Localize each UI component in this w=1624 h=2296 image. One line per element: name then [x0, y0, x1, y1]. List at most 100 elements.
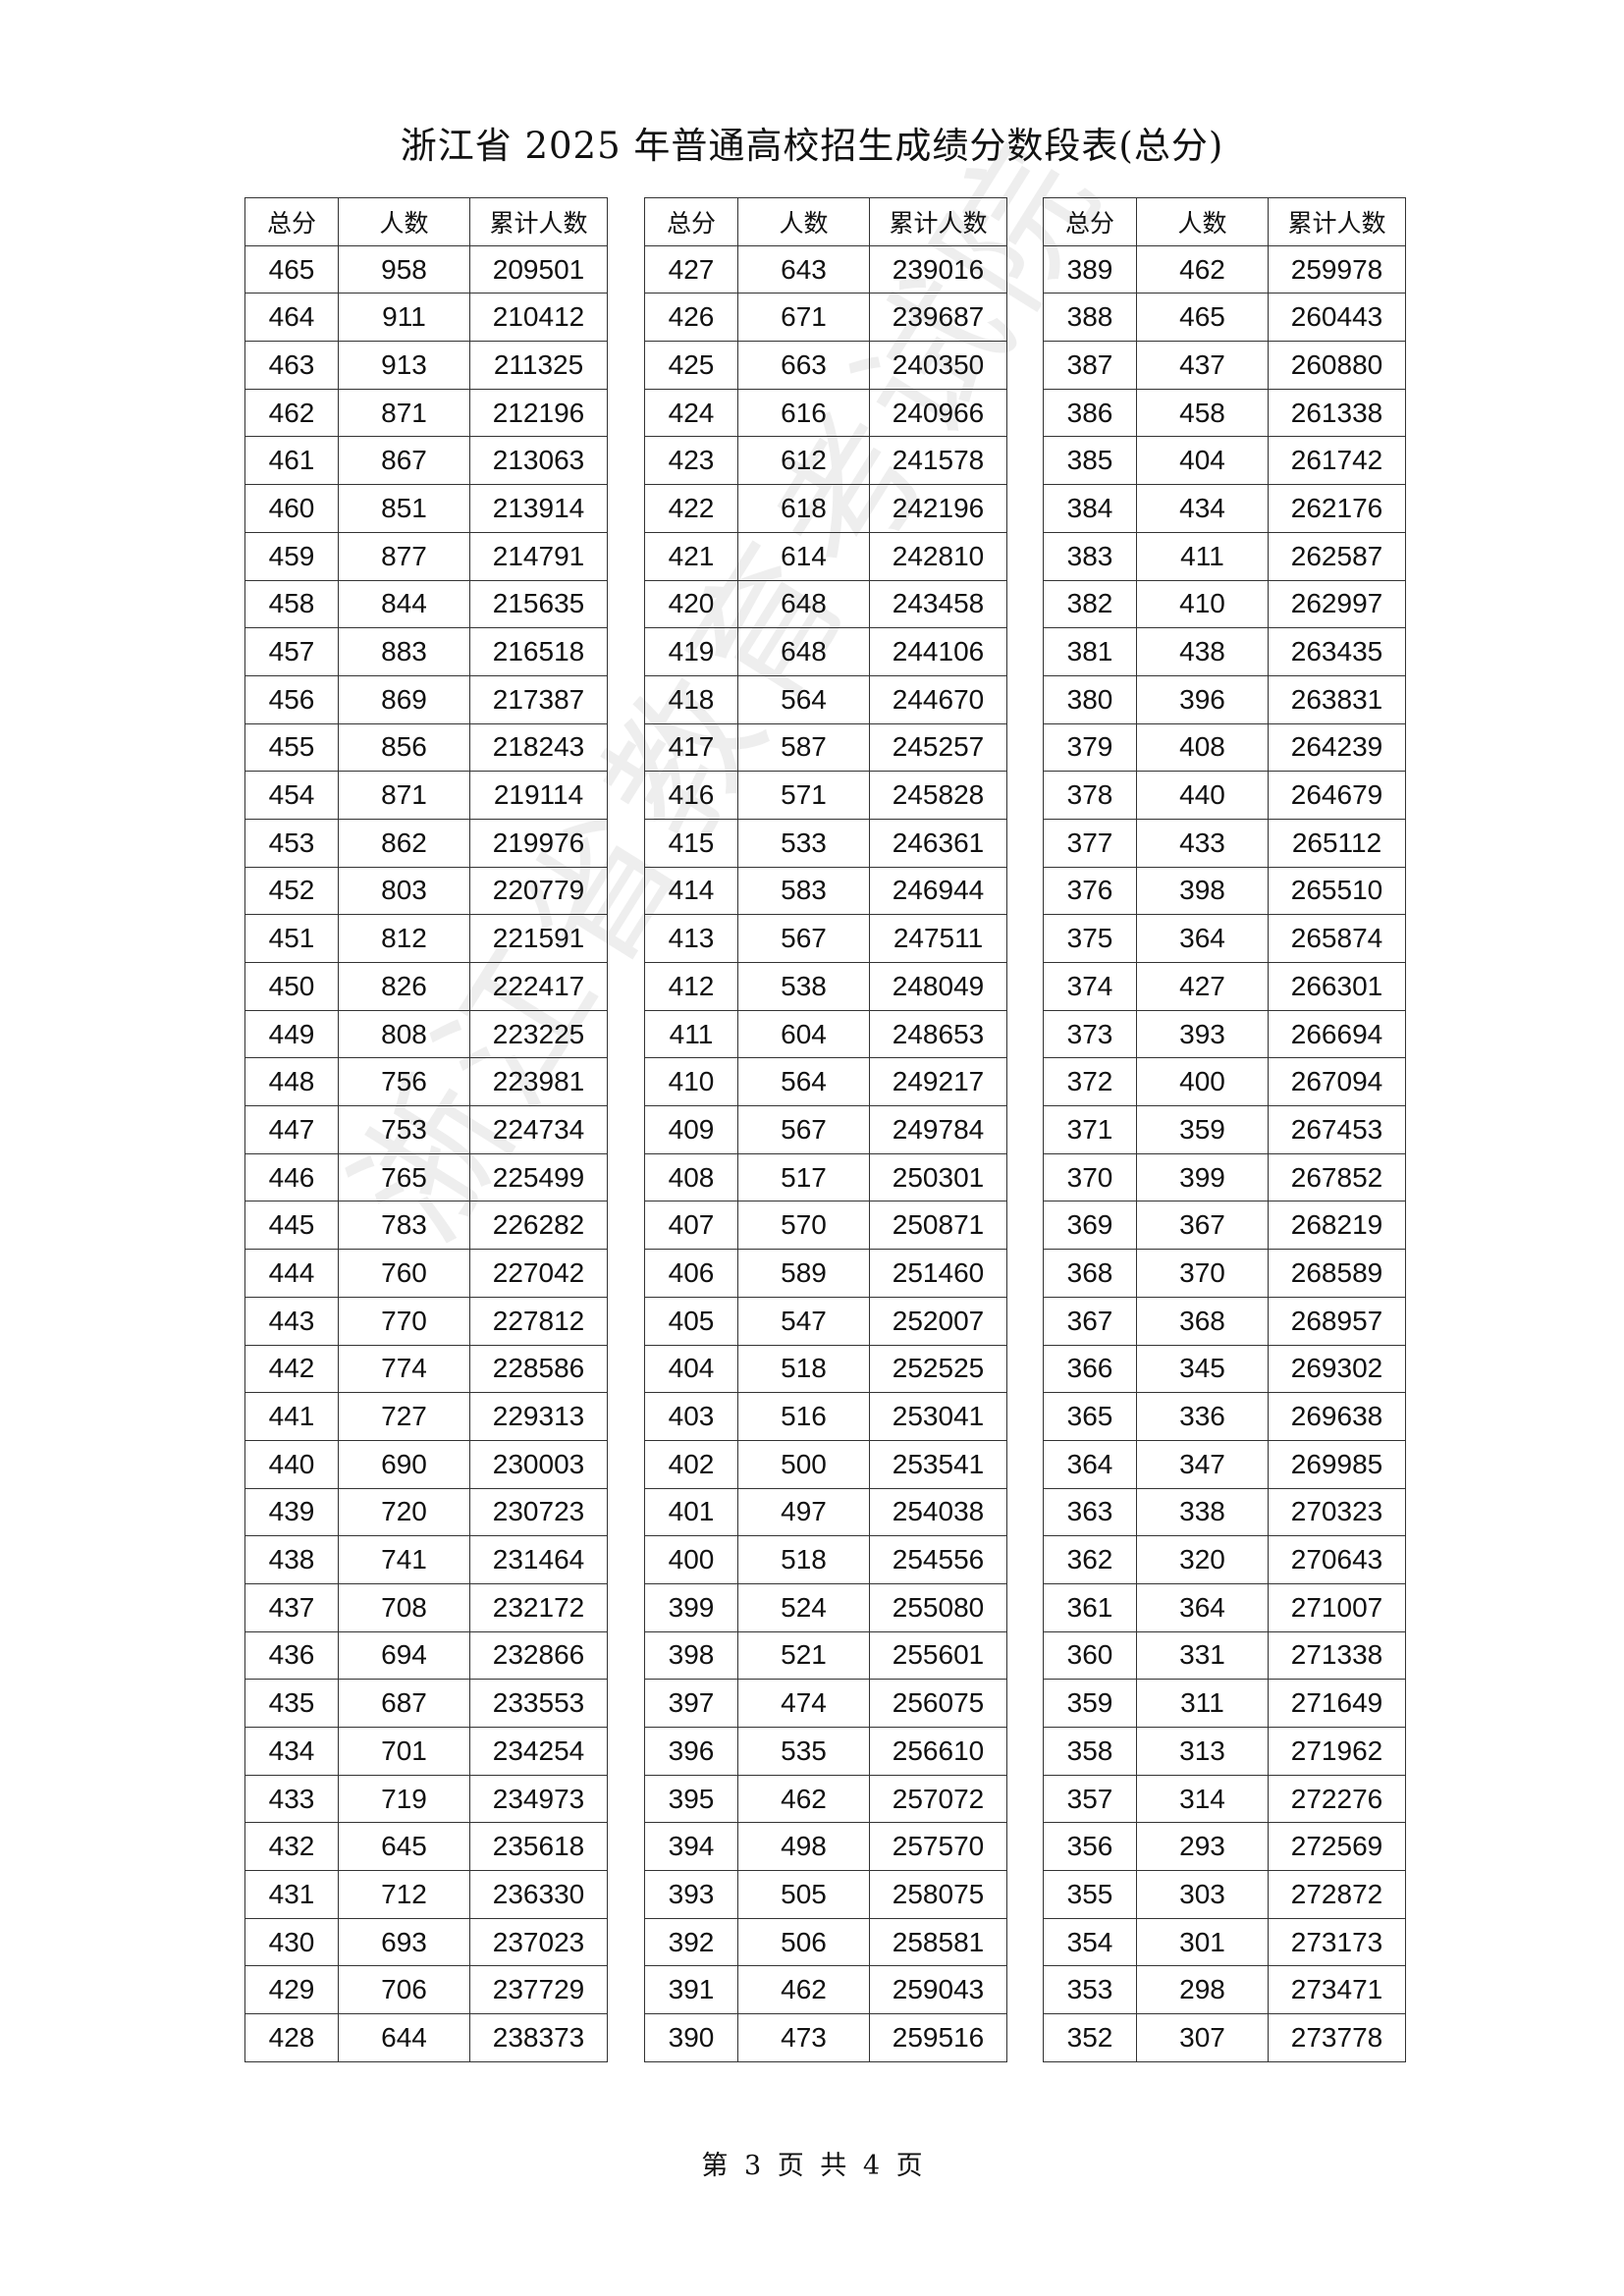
count-cell: 338 [1136, 1487, 1269, 1537]
table-row: 355 303 272872 [1043, 1870, 1406, 1919]
cumulative-cell: 263831 [1268, 674, 1406, 724]
cumulative-cell: 265510 [1268, 866, 1406, 916]
count-cell: 301 [1136, 1917, 1269, 1967]
count-cell: 547 [737, 1296, 870, 1346]
score-cell: 438 [244, 1535, 339, 1584]
table-row: 367 368 268957 [1043, 1296, 1406, 1346]
count-cell: 465 [1136, 293, 1269, 343]
table-row: 385 404 261742 [1043, 436, 1406, 486]
count-cell: 307 [1136, 2013, 1269, 2062]
table-row: 375 364 265874 [1043, 914, 1406, 963]
count-cell: 648 [737, 579, 870, 629]
table-row: 424 616 240966 [644, 388, 1007, 438]
table-row: 454 871 219114 [244, 771, 608, 820]
score-cell: 369 [1043, 1201, 1137, 1251]
count-cell: 533 [737, 818, 870, 868]
cumulative-cell: 270643 [1268, 1535, 1406, 1584]
count-cell: 567 [737, 914, 870, 963]
table-row: 395 462 257072 [644, 1774, 1007, 1824]
count-cell: 774 [338, 1344, 470, 1394]
count-cell: 433 [1136, 818, 1269, 868]
table-row: 457 883 216518 [244, 627, 608, 676]
table-row: 396 535 256610 [644, 1727, 1007, 1776]
table-row: 360 331 271338 [1043, 1630, 1406, 1681]
count-cell: 693 [338, 1917, 470, 1967]
count-cell: 427 [1136, 962, 1269, 1011]
score-cell: 356 [1043, 1822, 1137, 1872]
score-cell: 393 [644, 1870, 738, 1919]
score-cell: 376 [1043, 866, 1137, 916]
cumulative-cell: 262997 [1268, 579, 1406, 629]
table-row: 389 462 259978 [1043, 244, 1406, 294]
count-cell: 719 [338, 1774, 470, 1824]
cumulative-cell: 227812 [469, 1296, 608, 1346]
score-table-1: 总分 人数 累计人数 465 958 209501 464 911 210412 463 913 21… [244, 197, 608, 2062]
cumulative-cell: 271649 [1268, 1679, 1406, 1728]
cumulative-cell: 232172 [469, 1582, 608, 1632]
table-row: 356 293 272569 [1043, 1822, 1406, 1872]
table-row: 409 567 249784 [644, 1105, 1007, 1154]
count-cell: 505 [737, 1870, 870, 1919]
cumulative-cell: 269985 [1268, 1439, 1406, 1489]
score-cell: 362 [1043, 1535, 1137, 1584]
score-cell: 357 [1043, 1774, 1137, 1824]
table-row: 376 398 265510 [1043, 866, 1406, 916]
cumulative-cell: 249217 [869, 1057, 1007, 1107]
column-header: 总分 [244, 197, 339, 246]
table-row: 366 345 269302 [1043, 1344, 1406, 1394]
table-row: 393 505 258075 [644, 1870, 1007, 1919]
score-cell: 425 [644, 341, 738, 390]
cumulative-cell: 246361 [869, 818, 1007, 868]
count-cell: 497 [737, 1487, 870, 1537]
score-cell: 396 [644, 1727, 738, 1776]
cumulative-cell: 266694 [1268, 1009, 1406, 1059]
count-cell: 458 [1136, 388, 1269, 438]
score-cell: 439 [244, 1487, 339, 1537]
count-cell: 440 [1136, 771, 1269, 820]
score-cell: 391 [644, 1965, 738, 2015]
cumulative-cell: 219976 [469, 818, 608, 868]
cumulative-cell: 223225 [469, 1009, 608, 1059]
table-row: 364 347 269985 [1043, 1439, 1406, 1489]
table-row: 420 648 243458 [644, 579, 1007, 629]
count-cell: 462 [737, 1965, 870, 2015]
score-cell: 433 [244, 1774, 339, 1824]
count-cell: 644 [338, 2013, 470, 2062]
count-cell: 618 [737, 484, 870, 533]
count-cell: 851 [338, 484, 470, 533]
cumulative-cell: 230723 [469, 1487, 608, 1537]
count-cell: 571 [737, 771, 870, 820]
cumulative-cell: 258581 [869, 1917, 1007, 1967]
table-row: 391 462 259043 [644, 1965, 1007, 2015]
table-row: 412 538 248049 [644, 962, 1007, 1011]
score-cell: 411 [644, 1009, 738, 1059]
count-cell: 770 [338, 1296, 470, 1346]
score-cell: 403 [644, 1392, 738, 1441]
cumulative-cell: 271007 [1268, 1582, 1406, 1632]
table-row: 445 783 226282 [244, 1201, 608, 1251]
cumulative-cell: 263435 [1268, 627, 1406, 676]
count-cell: 399 [1136, 1152, 1269, 1202]
cumulative-cell: 272569 [1268, 1822, 1406, 1872]
table-row: 433 719 234973 [244, 1774, 608, 1824]
cumulative-cell: 261338 [1268, 388, 1406, 438]
count-cell: 314 [1136, 1774, 1269, 1824]
count-cell: 368 [1136, 1296, 1269, 1346]
column-header: 累计人数 [1268, 197, 1406, 246]
score-table-3: 总分 人数 累计人数 389 462 259978 388 465 260443 387 437 26… [1043, 197, 1406, 2062]
count-cell: 643 [737, 244, 870, 294]
cumulative-cell: 249784 [869, 1105, 1007, 1154]
count-cell: 741 [338, 1535, 470, 1584]
count-cell: 687 [338, 1679, 470, 1728]
cumulative-cell: 271338 [1268, 1630, 1406, 1681]
count-cell: 408 [1136, 722, 1269, 773]
table-row: 383 411 262587 [1043, 531, 1406, 581]
cumulative-cell: 240966 [869, 388, 1007, 438]
score-cell: 364 [1043, 1439, 1137, 1489]
cumulative-cell: 252007 [869, 1296, 1007, 1346]
count-cell: 462 [1136, 244, 1269, 294]
cumulative-cell: 268219 [1268, 1201, 1406, 1251]
table-row: 403 516 253041 [644, 1392, 1007, 1441]
cumulative-cell: 273778 [1268, 2013, 1406, 2062]
cumulative-cell: 246944 [869, 866, 1007, 916]
